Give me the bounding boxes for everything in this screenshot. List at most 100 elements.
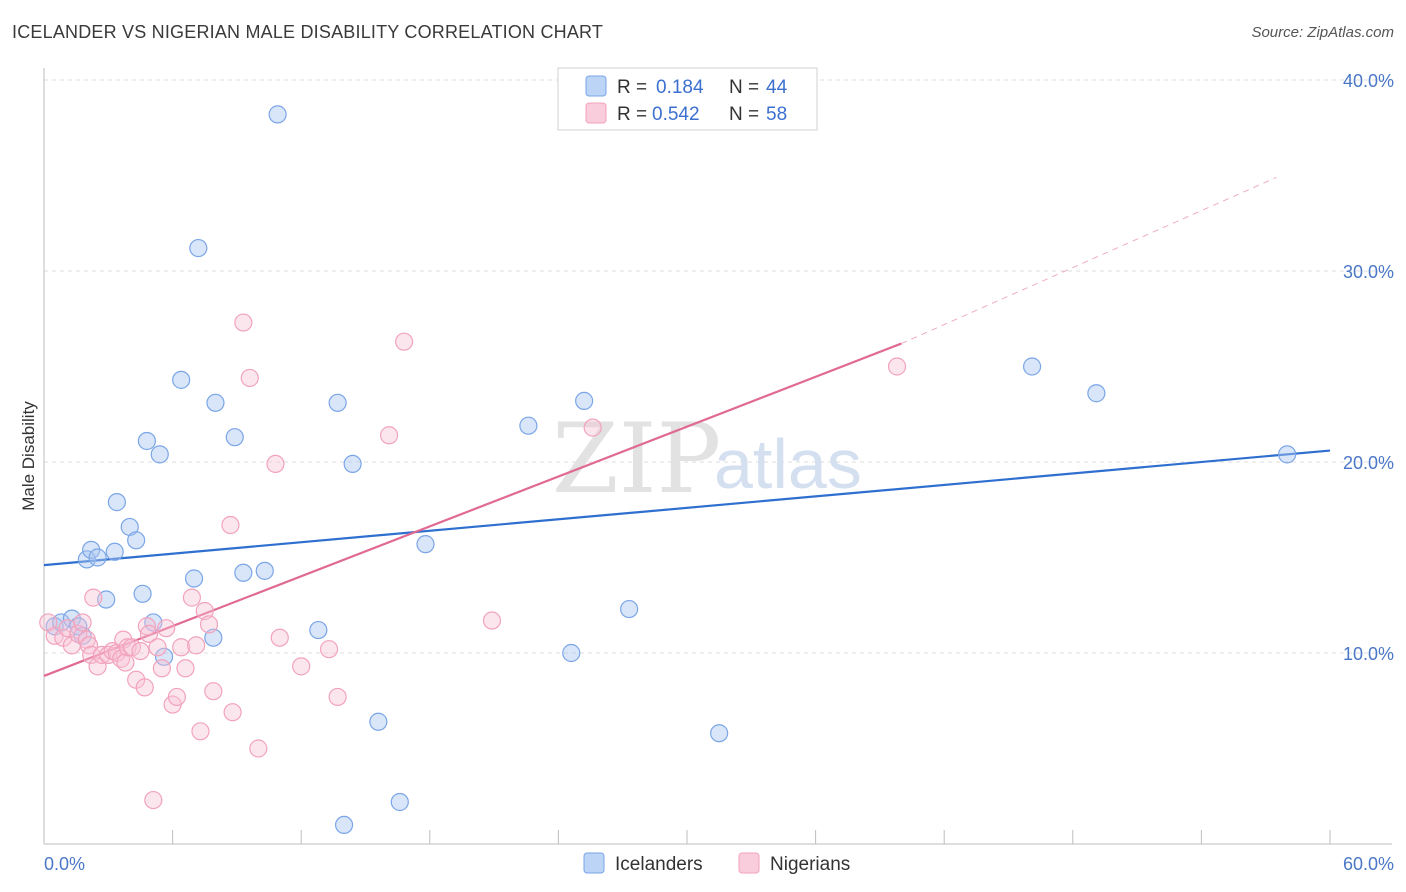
point-icelanders-26 — [268, 105, 287, 124]
watermark-atlas: atlas — [714, 425, 862, 503]
point-icelanders-18 — [172, 370, 191, 389]
scatter-points — [39, 105, 1297, 835]
point-icelanders-2 — [62, 609, 81, 628]
y-tick-label-2: 30.0% — [1343, 262, 1394, 282]
chart-title: ICELANDER VS NIGERIAN MALE DISABILITY CO… — [12, 22, 604, 42]
point-icelanders-19 — [184, 569, 204, 588]
point-icelanders-16 — [150, 445, 169, 464]
legend-label-icelanders: Icelanders — [615, 854, 703, 875]
point-icelanders-39 — [1022, 357, 1042, 376]
point-nigerians-31 — [167, 687, 186, 707]
trend-lines — [43, 176, 1331, 677]
legend-swatch-nigerians — [738, 852, 760, 874]
point-nigerians-43 — [223, 703, 242, 722]
point-icelanders-9 — [105, 542, 124, 561]
point-nigerians-10 — [84, 588, 103, 607]
point-icelanders-28 — [328, 393, 347, 412]
point-nigerians-18 — [116, 653, 135, 672]
watermark-zip: ZIP — [552, 403, 721, 515]
point-nigerians-6 — [73, 613, 92, 632]
stats-r-label-1: R = — [617, 77, 647, 98]
point-icelanders-25 — [255, 561, 274, 580]
point-icelanders-38 — [710, 724, 729, 743]
trend-line-0 — [43, 449, 1331, 567]
y-tick-label-1: 20.0% — [1343, 453, 1394, 473]
point-icelanders-24 — [234, 563, 253, 582]
point-nigerians-11 — [88, 657, 107, 676]
x-tick-label-1: 60.0% — [1343, 854, 1394, 874]
legend-label-nigerians: Nigerians — [770, 854, 850, 875]
point-nigerians-23 — [135, 678, 154, 697]
point-icelanders-37 — [620, 599, 639, 619]
point-icelanders-10 — [107, 493, 126, 512]
point-icelanders-27 — [309, 620, 328, 640]
point-icelanders-31 — [369, 712, 388, 731]
point-icelanders-33 — [416, 535, 435, 554]
x-tick-labels: 0.0% 60.0% — [44, 854, 1394, 874]
point-nigerians-49 — [328, 687, 347, 707]
series-legend: Icelanders Nigerians — [583, 852, 850, 875]
point-nigerians-47 — [292, 657, 311, 676]
point-nigerians-33 — [176, 659, 195, 678]
stats-n-label-2: N = — [729, 104, 759, 125]
legend-swatch-icelanders — [583, 852, 605, 874]
point-icelanders-13 — [133, 584, 152, 603]
point-nigerians-29 — [157, 619, 176, 638]
point-icelanders-36 — [575, 391, 594, 410]
point-icelanders-34 — [519, 416, 538, 435]
stats-swatch-nigerians — [585, 102, 607, 124]
point-nigerians-48 — [319, 640, 339, 659]
point-nigerians-27 — [148, 638, 167, 657]
point-nigerians-37 — [195, 601, 214, 621]
point-icelanders-40 — [1087, 384, 1106, 403]
point-nigerians-44 — [249, 739, 268, 758]
y-tick-labels: 10.0% 20.0% 30.0% 40.0% — [1343, 71, 1394, 664]
point-icelanders-20 — [189, 238, 208, 258]
y-tick-label-0: 10.0% — [1343, 644, 1394, 664]
point-nigerians-51 — [394, 332, 414, 351]
point-icelanders-7 — [88, 548, 107, 567]
stats-n-value-2: 58 — [766, 104, 787, 125]
source-label: Source: ZipAtlas.com — [1251, 24, 1394, 41]
point-nigerians-26 — [144, 790, 163, 810]
point-icelanders-35 — [562, 643, 581, 663]
point-icelanders-6 — [82, 540, 101, 559]
watermark: ZIP atlas — [552, 403, 862, 515]
point-nigerians-28 — [152, 659, 171, 678]
point-icelanders-17 — [154, 647, 174, 666]
point-icelanders-30 — [343, 454, 362, 474]
point-icelanders-14 — [137, 431, 156, 451]
point-nigerians-50 — [379, 426, 399, 445]
stats-n-label-1: N = — [729, 77, 759, 98]
stats-r-value-2: 0.542 — [652, 104, 700, 125]
point-nigerians-39 — [204, 682, 223, 701]
trend-line-extension-1 — [901, 176, 1277, 345]
grid-lines — [44, 79, 1392, 654]
point-nigerians-36 — [191, 722, 210, 741]
x-tick-label-0: 0.0% — [44, 854, 85, 874]
point-nigerians-54 — [887, 357, 907, 376]
point-icelanders-12 — [127, 531, 146, 550]
point-icelanders-22 — [206, 393, 225, 412]
point-nigerians-22 — [131, 641, 150, 661]
point-nigerians-25 — [139, 624, 159, 644]
point-nigerians-35 — [187, 636, 206, 655]
point-icelanders-21 — [204, 628, 223, 647]
point-nigerians-41 — [234, 313, 253, 332]
axes — [43, 68, 1392, 845]
point-nigerians-40 — [221, 515, 240, 535]
point-nigerians-42 — [240, 368, 259, 388]
point-icelanders-23 — [225, 428, 244, 447]
stats-legend: R = 0.184 N = 44 R = 0.542 N = 58 — [557, 67, 818, 131]
y-tick-label-3: 40.0% — [1343, 71, 1394, 91]
point-nigerians-45 — [266, 454, 285, 474]
point-nigerians-12 — [92, 645, 111, 665]
point-icelanders-41 — [1278, 445, 1297, 464]
point-nigerians-38 — [199, 615, 219, 634]
stats-r-value-1: 0.184 — [656, 77, 704, 98]
point-nigerians-32 — [172, 638, 191, 657]
point-icelanders-32 — [390, 792, 409, 812]
stats-r-label-2: R = — [617, 104, 647, 125]
stats-swatch-icelanders — [585, 75, 607, 97]
